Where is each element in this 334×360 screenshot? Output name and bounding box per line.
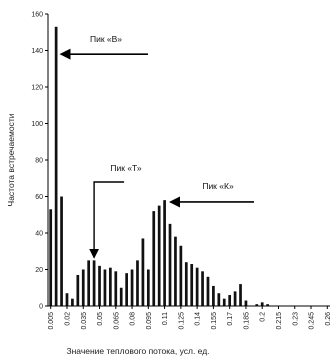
x-tick-label: 0.065 [113,312,120,330]
bar [244,300,248,306]
bar [222,298,226,306]
bar [146,269,150,306]
x-tick-label: 0.17 [227,312,234,326]
x-tick-label: 0.26 [325,312,332,326]
y-tick-label: 160 [31,12,43,19]
bar [206,276,210,306]
x-tick-label: 0.155 [211,312,218,330]
bars [49,26,269,307]
annotations: Пик «В» Пик «Т» Пик «К» [59,34,254,259]
bar [152,211,156,306]
x-tick-label: 0.035 [81,312,88,330]
x-tick-label: 0.245 [309,312,316,330]
bar [217,293,221,306]
annotation-peak-b-label: Пик «В» [90,34,122,44]
bar [98,265,101,306]
bar [201,271,204,306]
bar [141,238,145,306]
x-tick-label: 0.23 [292,312,299,326]
y-tick-label: 120 [31,85,43,92]
x-axis-title: Значение теплового потока, усл. ед. [66,346,209,356]
x-tick-label: 0.2 [260,312,267,322]
bar [65,293,69,306]
bar [239,284,242,306]
bar [119,287,123,306]
bar [76,274,80,306]
bar [260,302,264,306]
x-tick-label: 0.14 [195,312,202,326]
x-tick-label: 0.125 [178,312,185,330]
y-tick-label: 60 [35,194,43,201]
bar [49,209,53,306]
y-tick-label: 80 [35,158,43,165]
bar [114,271,118,306]
annotation-peak-t-arrow [89,181,125,259]
y-tick-label: 40 [35,231,43,238]
bar [136,260,139,306]
y-tick-label: 100 [31,121,43,128]
x-axis-ticks: 0.005 0.02 0.035 0.05 0.065 0.08 0.095 0.11 0.12… [48,306,332,330]
bar [103,269,107,306]
y-tick-label: 140 [31,48,43,55]
x-tick-label: 0.02 [64,312,71,326]
bar [168,223,172,306]
x-tick-label: 0.095 [146,312,153,330]
annotation-peak-k-label: Пик «К» [202,181,234,191]
bar [212,285,215,306]
x-tick-label: 0.215 [276,312,283,330]
x-tick-label: 0.005 [48,312,55,330]
bar [195,267,199,306]
y-tick-label: 20 [35,267,43,274]
y-axis-ticks: 0 20 40 60 80 100 120 140 160 [31,12,48,311]
bar [184,262,188,306]
bar [233,291,237,306]
annotation-peak-t-label: Пик «Т» [110,163,141,173]
bar [81,269,85,306]
bar [71,298,74,306]
bar [174,236,177,306]
x-tick-label: 0.05 [97,312,104,326]
bar [109,267,112,306]
bar [54,26,58,307]
bar [157,205,161,306]
bar [92,260,96,306]
bar [228,295,232,306]
bar [255,304,259,306]
y-axis-title: Частота встречаемости [6,113,16,206]
bar [60,196,63,306]
bar [125,273,128,306]
x-tick-label: 0.08 [130,312,137,326]
y-tick-label: 0 [39,304,43,311]
bar [179,245,183,306]
bar [163,200,166,306]
x-tick-label: 0.11 [162,312,169,325]
x-tick-label: 0.185 [243,312,250,330]
bar [130,269,134,306]
bar [190,264,194,306]
bar [266,304,269,306]
bar [87,260,91,306]
